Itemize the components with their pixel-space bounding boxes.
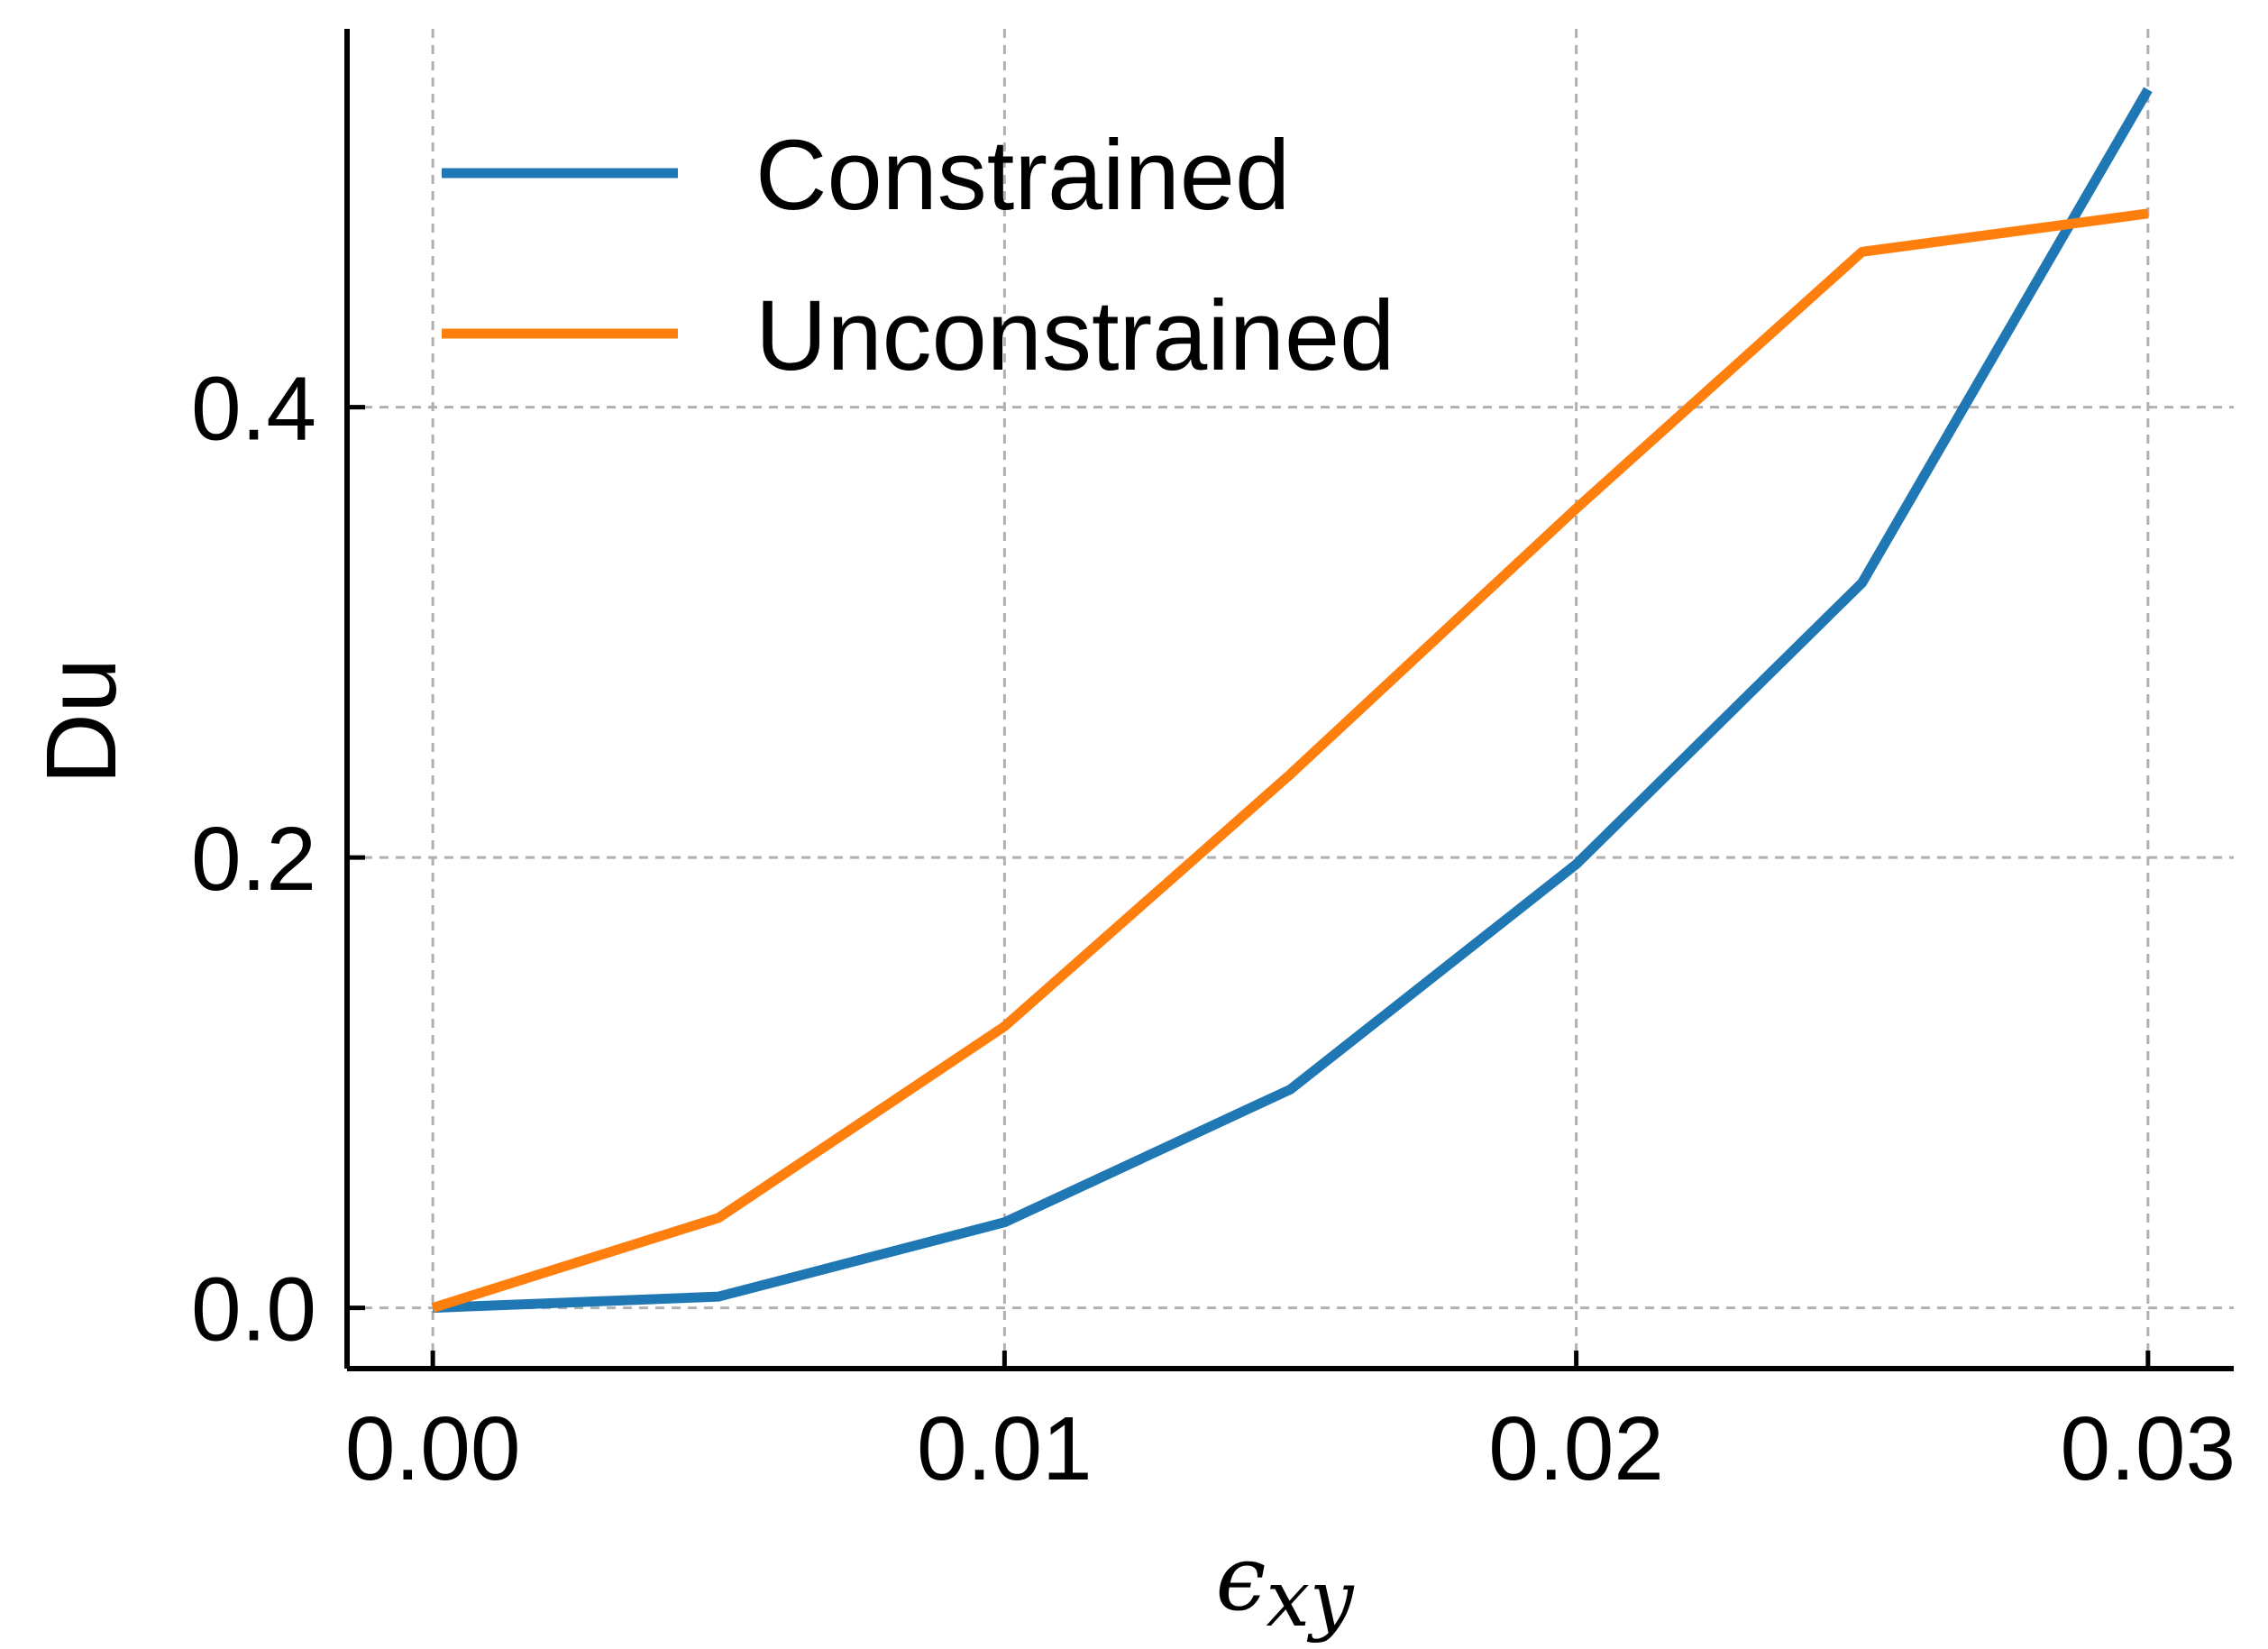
x-axis-label-subscript: xy [1266, 1554, 1355, 1644]
x-tick-label: 0.03 [2061, 1398, 2236, 1499]
grid [347, 29, 2234, 1369]
y-tick-label: 0.0 [191, 1260, 316, 1360]
series-line-unconstrained [431, 208, 2149, 1313]
y-tick-label: 0.2 [191, 809, 316, 910]
ticks: 0.00 0.01 0.02 0.03 0.0 0.2 0.4 [191, 359, 2236, 1499]
y-axis-label: Du [26, 658, 137, 785]
x-tick-label: 0.00 [345, 1398, 521, 1499]
legend: Constrained Unconstrained [442, 120, 1395, 391]
series-lines [431, 87, 2153, 1314]
axes [344, 29, 2234, 1371]
y-tick-label: 0.4 [191, 359, 316, 460]
x-axis-label: ϵxy [1215, 1525, 1355, 1644]
x-tick-label: 0.02 [1488, 1398, 1664, 1499]
legend-label-constrained: Constrained [755, 120, 1290, 231]
x-tick-label: 0.01 [917, 1398, 1093, 1499]
series-line-constrained [432, 87, 2153, 1314]
legend-label-unconstrained: Unconstrained [755, 280, 1395, 391]
x-axis-label-symbol: ϵ [1215, 1525, 1266, 1631]
